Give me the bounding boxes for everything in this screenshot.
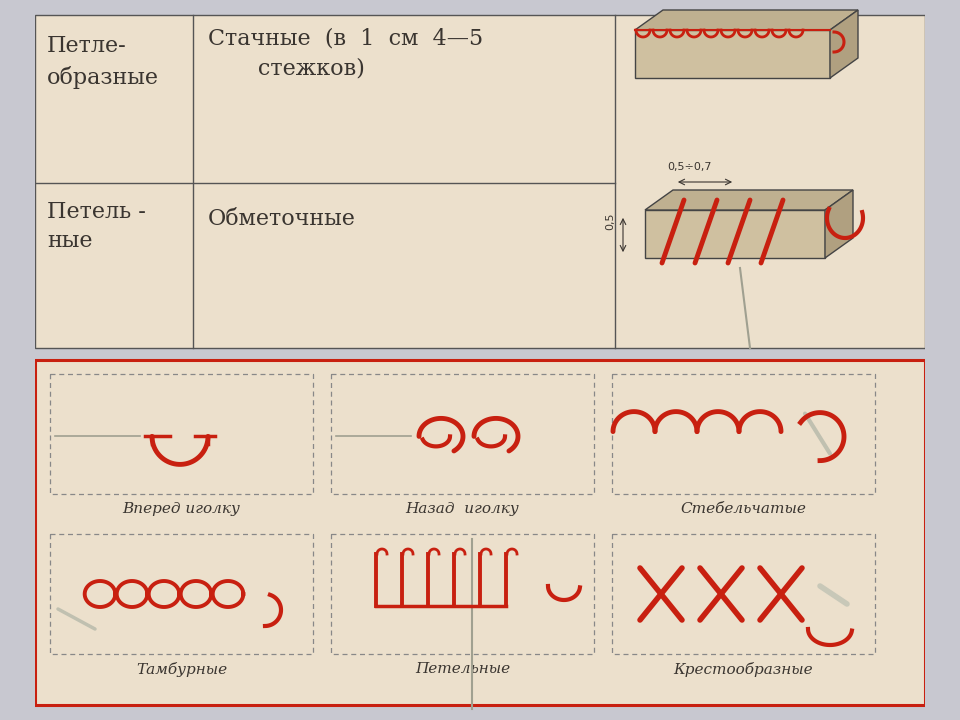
Bar [0,0,35,720]
Polygon shape [645,210,825,258]
Polygon shape [635,30,830,78]
Text: 0,5÷0,7: 0,5÷0,7 [667,162,711,172]
Bar [35,15,925,348]
Text: Стебельчатые: Стебельчатые [681,502,806,516]
Text: Назад  иголку: Назад иголку [406,502,519,516]
Bar [35,360,925,705]
Text: Обметочные: Обметочные [208,208,356,230]
Polygon shape [635,10,858,30]
Polygon shape [825,190,853,258]
Text: Тамбурные: Тамбурные [136,662,228,677]
Text: Петельные: Петельные [415,662,510,676]
Text: Петель -
ные: Петель - ные [47,201,146,252]
Text: Петле-
образные: Петле- образные [47,35,159,89]
Text: 0,5: 0,5 [605,212,615,230]
Text: Стачные  (в  1  см  4—5
       стежков): Стачные (в 1 см 4—5 стежков) [208,27,483,79]
Bar [925,0,960,720]
Text: Крестообразные: Крестообразные [674,662,813,677]
Polygon shape [645,190,853,210]
Text: Вперед иголку: Вперед иголку [123,502,240,516]
Polygon shape [830,10,858,78]
